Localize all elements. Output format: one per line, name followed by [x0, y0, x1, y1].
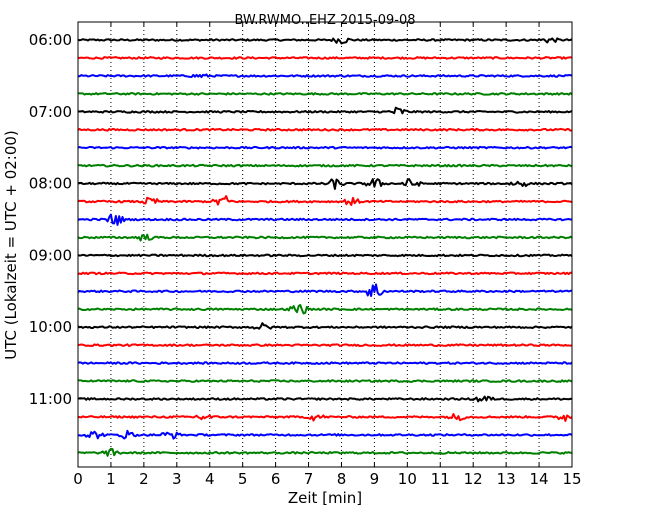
- trace-1000: [77, 322, 573, 330]
- y-tick-label: 10:00: [29, 318, 72, 336]
- trace-0930: [77, 283, 573, 297]
- trace-0830: [77, 213, 573, 226]
- x-tick-label: 2: [139, 470, 149, 488]
- trace-1045: [77, 379, 573, 383]
- x-tick-label: 7: [304, 470, 314, 488]
- x-tick-label: 9: [370, 470, 380, 488]
- trace-0815: [77, 195, 573, 206]
- trace-0800: [77, 178, 573, 190]
- x-axis-label: Zeit [min]: [288, 489, 362, 507]
- trace-1030: [77, 361, 573, 365]
- x-tick-label: 6: [271, 470, 281, 488]
- y-tick-label: 09:00: [29, 246, 72, 264]
- trace-0645: [77, 92, 573, 96]
- plot-frame: [77, 21, 573, 468]
- trace-1115: [77, 413, 573, 422]
- x-tick-label: 14: [530, 470, 549, 488]
- trace-0615: [77, 56, 573, 60]
- x-tick-label: 5: [238, 470, 248, 488]
- y-axis-label: UTC (Lokalzeit = UTC + 02:00): [2, 130, 20, 360]
- trace-0715: [77, 127, 573, 132]
- x-tick-label: 0: [73, 470, 83, 488]
- x-tick-label: 1: [106, 470, 116, 488]
- x-tick-label: 13: [497, 470, 516, 488]
- y-axis-ticks: 06:00 07:00 08:00 09:00 10:00 11:00: [29, 31, 572, 408]
- trace-0700: [77, 106, 573, 115]
- trace-0600: [77, 37, 573, 45]
- y-tick-label: 07:00: [29, 103, 72, 121]
- trace-1130: [77, 429, 573, 440]
- y-tick-label: 08:00: [29, 175, 72, 193]
- trace-0945: [77, 304, 573, 315]
- y-tick-label: 06:00: [29, 31, 72, 49]
- x-tick-label: 4: [205, 470, 215, 488]
- x-tick-label: 12: [464, 470, 483, 488]
- y-tick-label: 11:00: [29, 390, 72, 408]
- x-tick-label: 10: [398, 470, 417, 488]
- trace-0745: [77, 163, 573, 168]
- trace-0900: [77, 253, 573, 258]
- trace-0915: [77, 271, 573, 276]
- x-tick-label: 15: [562, 470, 581, 488]
- trace-1145: [77, 447, 572, 457]
- x-tick-label: 3: [172, 470, 182, 488]
- trace-1100: [77, 395, 573, 403]
- trace-0845: [77, 233, 573, 242]
- seismogram-traces: [77, 37, 573, 457]
- trace-1015: [77, 343, 573, 347]
- chart-title: BW.RWMO..EHZ 2015-09-08: [234, 13, 415, 28]
- trace-0730: [77, 145, 573, 150]
- x-tick-label: 8: [337, 470, 347, 488]
- x-axis-ticks: 0 1 2 3 4 5 6 7 8 9 10 11 12 13 14 15: [73, 22, 582, 488]
- trace-0630: [77, 73, 573, 79]
- x-tick-label: 11: [431, 470, 450, 488]
